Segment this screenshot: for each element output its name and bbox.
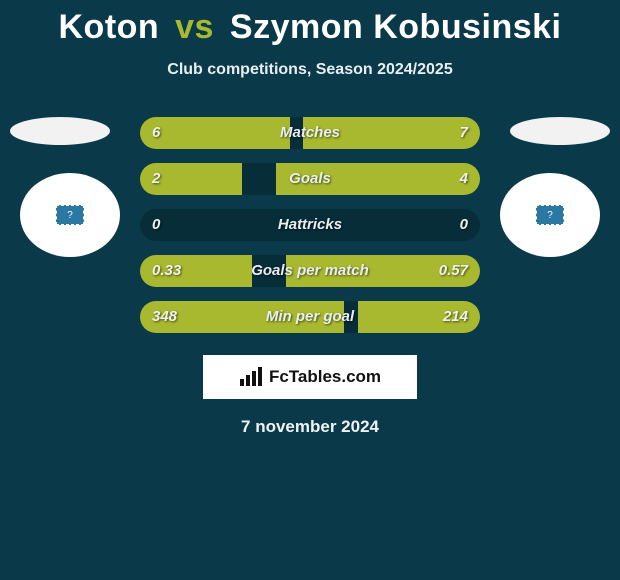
placeholder-icon: ? [536, 205, 564, 225]
stat-label: Goals [140, 163, 480, 195]
stat-row: 0.33Goals per match0.57 [140, 255, 480, 287]
stat-value-right: 214 [443, 301, 468, 333]
placeholder-icon-glyph: ? [67, 210, 73, 221]
stat-label: Goals per match [140, 255, 480, 287]
stat-label: Matches [140, 117, 480, 149]
page-title: Koton vs Szymon Kobusinski [0, 0, 620, 47]
stat-label: Min per goal [140, 301, 480, 333]
flag-left-icon [10, 117, 110, 145]
placeholder-icon: ? [56, 205, 84, 225]
stat-row: 2Goals4 [140, 163, 480, 195]
stat-row: 0Hattricks0 [140, 209, 480, 241]
flag-right-icon [510, 117, 610, 145]
stat-rows: 6Matches7 2Goals4 0Hattricks0 0.33Goals per… [140, 117, 480, 333]
subtitle: Club competitions, Season 2024/2025 [0, 61, 620, 79]
stat-row: 348Min per goal214 [140, 301, 480, 333]
stat-label: Hattricks [140, 209, 480, 241]
brand-text: FcTables.com [269, 367, 381, 387]
player1-name: Koton [59, 8, 160, 46]
bar-chart-icon [239, 367, 263, 387]
vs-text: vs [175, 8, 214, 46]
placeholder-icon-glyph: ? [547, 210, 553, 221]
date-text: 7 november 2024 [0, 417, 620, 437]
stat-value-right: 7 [460, 117, 468, 149]
stat-value-right: 0.57 [439, 255, 468, 287]
club-badge-right: ? [500, 173, 600, 257]
comparison-arena: ? ? 6Matches7 2Goals4 0Hattricks0 0.33Goals… [0, 117, 620, 333]
stat-value-right: 4 [460, 163, 468, 195]
stat-row: 6Matches7 [140, 117, 480, 149]
club-badge-left: ? [20, 173, 120, 257]
stat-value-right: 0 [460, 209, 468, 241]
brand-badge: FcTables.com [203, 355, 417, 399]
player2-name: Szymon Kobusinski [230, 8, 562, 46]
